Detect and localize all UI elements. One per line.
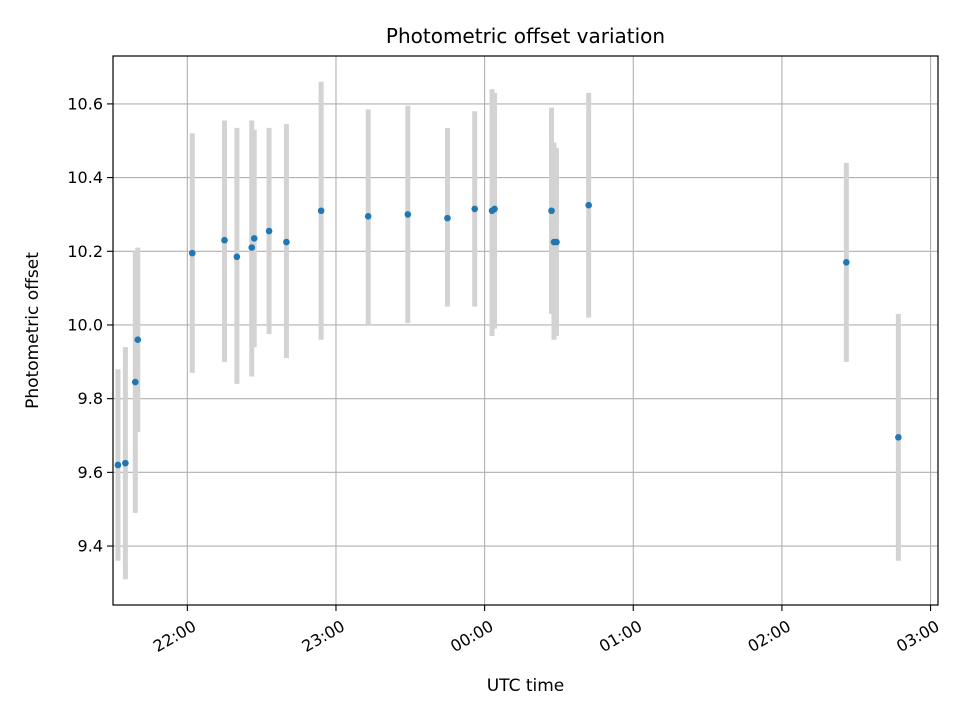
y-tick-label: 9.8: [78, 389, 103, 408]
data-point: [134, 336, 142, 344]
y-tick-label: 10.4: [67, 168, 103, 187]
data-point: [895, 434, 902, 441]
y-tick-label: 10.0: [67, 315, 103, 334]
data-point: [843, 259, 850, 266]
data-point: [553, 238, 560, 246]
y-tick-label: 10.6: [67, 94, 103, 113]
data-point: [491, 205, 498, 213]
chart-title: Photometric offset variation: [386, 24, 665, 48]
data-point: [444, 214, 451, 222]
data-point: [188, 249, 196, 257]
y-axis-title: Photometric offset: [23, 252, 43, 409]
data-point: [364, 212, 372, 220]
y-tick-label: 9.6: [78, 463, 103, 482]
y-tick-label: 9.4: [78, 537, 103, 556]
data-point: [250, 235, 258, 242]
y-tick-label: 10.2: [67, 242, 103, 261]
data-point: [233, 253, 241, 261]
data-point: [585, 201, 592, 209]
data-point: [131, 378, 139, 386]
plot-area-frame: [112, 55, 939, 606]
data-point: [471, 205, 479, 213]
data-point: [317, 207, 325, 215]
data-point: [114, 461, 122, 469]
data-point: [283, 238, 290, 246]
data-point: [548, 207, 555, 215]
x-axis-title: UTC time: [487, 676, 565, 696]
data-point: [265, 227, 273, 235]
data-point: [221, 236, 228, 244]
data-point: [248, 244, 256, 251]
data-points: [114, 201, 902, 469]
data-point: [404, 211, 412, 218]
data-point: [122, 459, 129, 467]
